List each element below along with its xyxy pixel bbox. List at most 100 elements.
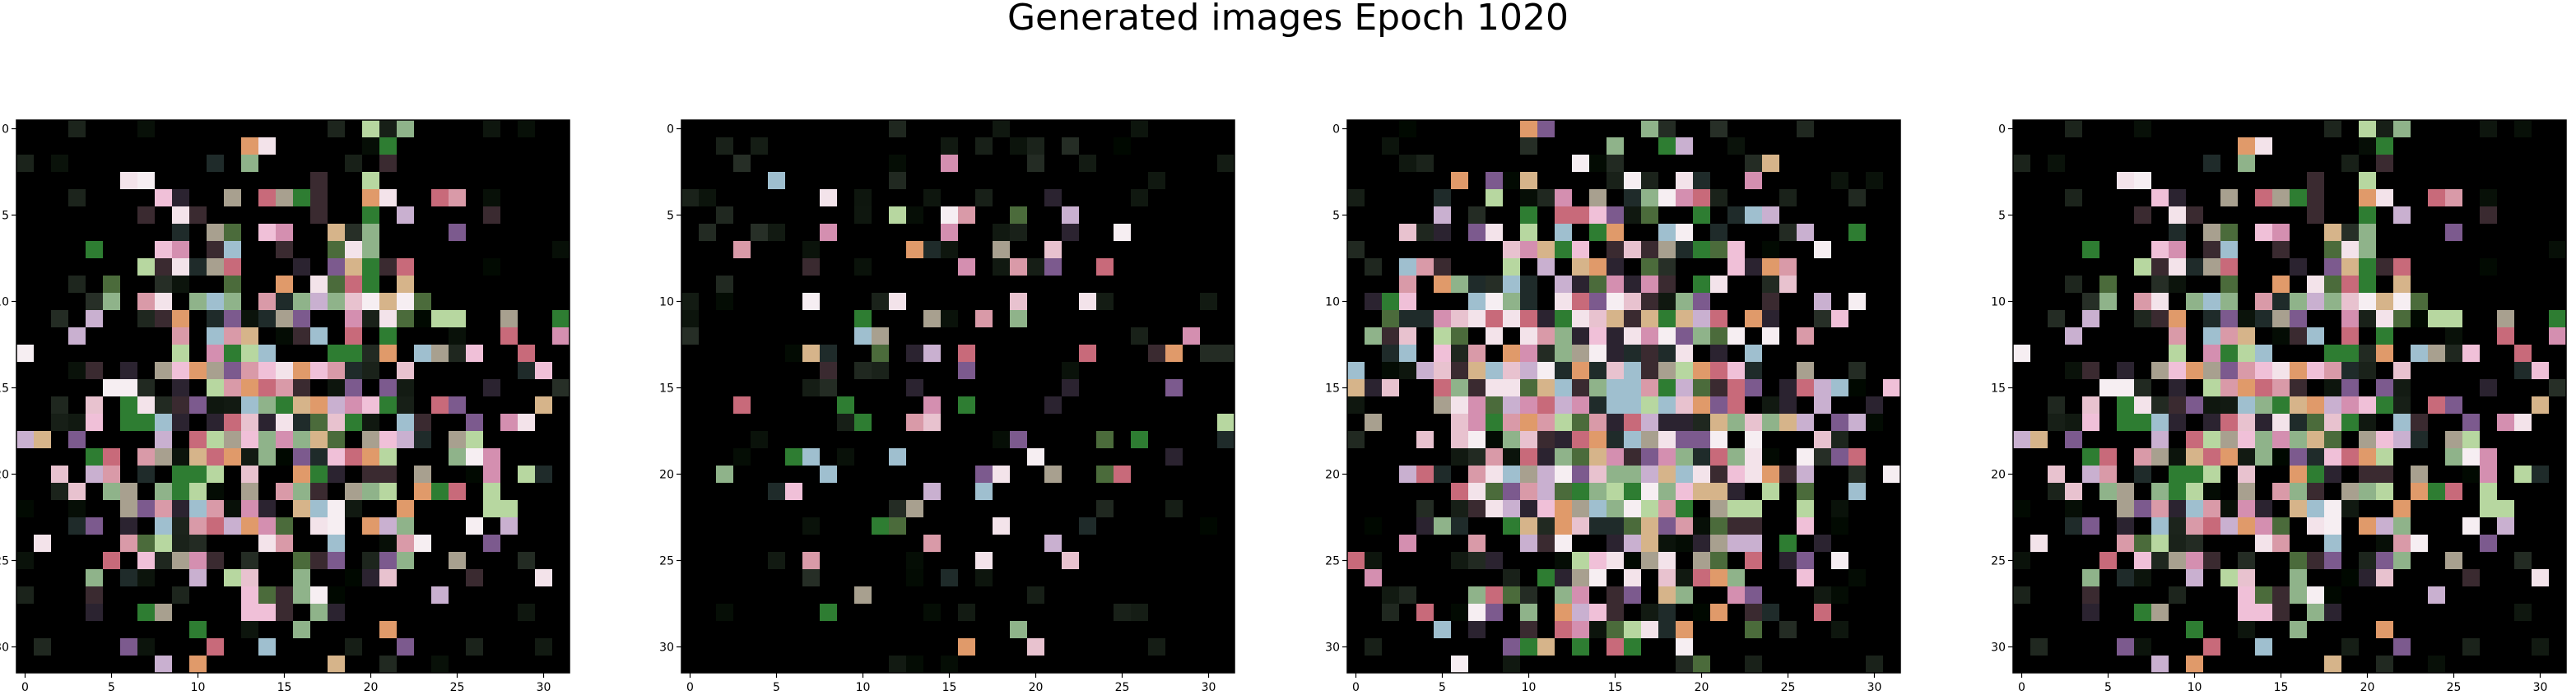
image-pixel — [310, 500, 328, 517]
image-pixel — [276, 396, 293, 414]
image-pixel — [1710, 345, 1727, 362]
image-pixel — [1520, 448, 1537, 466]
image-pixel — [1451, 552, 1468, 569]
image-pixel — [2376, 448, 2393, 466]
image-pixel — [1434, 379, 1451, 396]
image-pixel — [1883, 379, 1900, 396]
image-pixel — [1589, 448, 1607, 466]
image-pixel — [328, 120, 345, 137]
image-pixel — [1607, 362, 1624, 379]
image-pixel — [1451, 656, 1468, 673]
image-pixel — [449, 224, 466, 241]
image-pixel — [1797, 500, 1814, 517]
image-pixel — [310, 483, 328, 500]
image-pixel — [2238, 552, 2255, 569]
image-pixel — [224, 224, 241, 241]
image-pixel — [207, 155, 224, 172]
image-pixel — [1745, 656, 1762, 673]
image-pixel — [552, 379, 570, 396]
image-pixel — [1486, 414, 1503, 431]
image-pixel — [2445, 224, 2462, 241]
image-pixel — [1079, 345, 1096, 362]
image-pixel — [2134, 500, 2151, 517]
image-pixel — [2134, 552, 2151, 569]
image-pixel — [2186, 500, 2203, 517]
image-pixel — [2324, 604, 2341, 621]
image-pixel — [1468, 552, 1486, 569]
image-pixel — [1468, 448, 1486, 466]
image-pixel — [1486, 552, 1503, 569]
image-pixel — [258, 396, 276, 414]
image-pixel — [328, 604, 345, 621]
image-pixel — [906, 414, 923, 431]
image-pixel — [733, 241, 751, 258]
image-pixel — [1676, 535, 1693, 552]
image-pixel — [1762, 396, 1779, 414]
image-pixel — [414, 293, 431, 310]
image-pixel — [51, 414, 68, 431]
image-pixel — [362, 224, 379, 241]
x-tick-label: 0 — [1352, 681, 1360, 694]
image-pixel — [1589, 327, 1607, 345]
image-pixel — [328, 500, 345, 517]
image-pixel — [155, 500, 172, 517]
image-pixel — [2220, 517, 2238, 535]
image-pixel — [2445, 310, 2462, 327]
image-pixel — [1779, 621, 1797, 638]
image-pixel — [2341, 345, 2359, 362]
image-pixel — [2169, 483, 2186, 500]
image-pixel — [1537, 189, 1555, 206]
image-pixel — [1658, 362, 1676, 379]
image-pixel — [941, 155, 958, 172]
image-pixel — [483, 379, 500, 396]
image-pixel — [2462, 466, 2480, 483]
image-pixel — [2169, 224, 2186, 241]
image-pixel — [155, 604, 172, 621]
image-pixel — [51, 310, 68, 327]
image-pixel — [535, 569, 552, 586]
image-pixel — [362, 345, 379, 362]
image-pixel — [1848, 362, 1866, 379]
image-pixel — [1814, 586, 1831, 604]
image-pixel — [1589, 414, 1607, 431]
image-pixel — [1537, 638, 1555, 656]
image-pixel — [906, 552, 923, 569]
image-pixel — [1468, 604, 1486, 621]
image-pixel — [172, 586, 189, 604]
image-pixel — [379, 552, 397, 569]
image-pixel — [1027, 137, 1044, 155]
image-pixel — [137, 414, 155, 431]
image-pixel — [1044, 396, 1062, 414]
image-pixel — [103, 276, 120, 293]
image-pixel — [1779, 414, 1797, 431]
y-tick-label: 25 — [1991, 555, 2006, 568]
image-pixel — [293, 293, 310, 310]
image-pixel — [2532, 466, 2549, 483]
image-pixel — [258, 535, 276, 552]
image-pixel — [2203, 362, 2220, 379]
image-pixel — [293, 327, 310, 345]
image-pixel — [2445, 345, 2462, 362]
image-pixel — [224, 327, 241, 345]
image-pixel — [2376, 293, 2393, 310]
image-pixel — [1451, 327, 1468, 345]
image-pixel — [975, 310, 993, 327]
image-pixel — [155, 276, 172, 293]
image-pixel — [1200, 345, 1217, 362]
image-pixel — [941, 137, 958, 155]
image-pixel — [1727, 483, 1745, 500]
image-pixel — [345, 345, 362, 362]
image-pixel — [379, 327, 397, 345]
image-pixel — [1676, 293, 1693, 310]
image-pixel — [1027, 586, 1044, 604]
image-pixel — [328, 379, 345, 396]
x-tick-label: 0 — [21, 681, 29, 694]
image-pixel — [155, 483, 172, 500]
image-pixel — [2013, 552, 2030, 569]
image-pixel — [103, 293, 120, 310]
image-pixel — [518, 414, 535, 431]
image-pixel — [975, 552, 993, 569]
image-pixel — [2341, 293, 2359, 310]
image-pixel — [431, 345, 449, 362]
y-tick-label: 0 — [1998, 123, 2006, 137]
